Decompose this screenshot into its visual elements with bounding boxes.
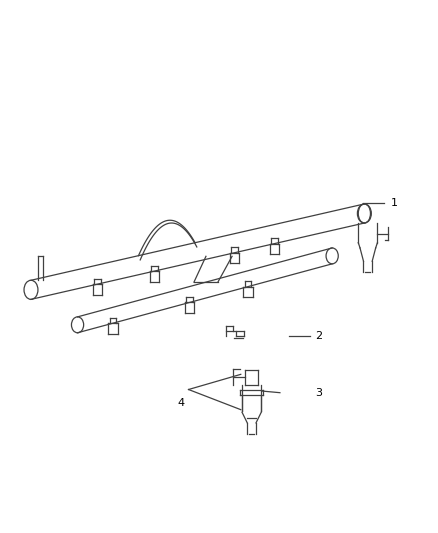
Text: 3: 3 (315, 387, 322, 398)
Text: 2: 2 (315, 332, 322, 342)
Text: 4: 4 (177, 398, 184, 408)
Text: 1: 1 (391, 198, 398, 208)
